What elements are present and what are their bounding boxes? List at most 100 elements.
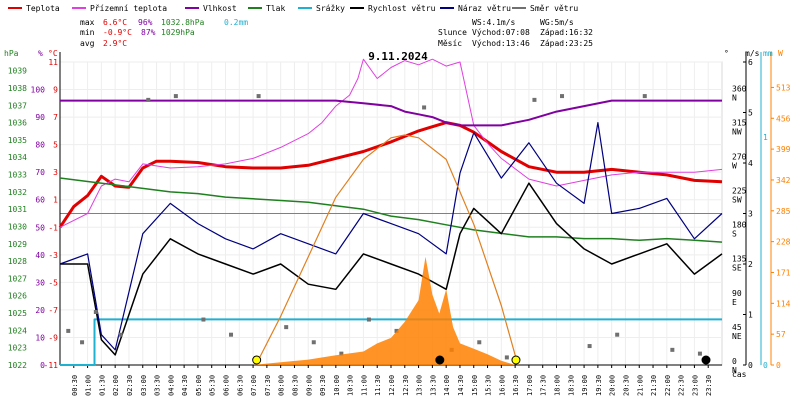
pressure-tick-label: 1032 — [8, 188, 27, 197]
stat-max-hum: 96% — [138, 18, 153, 27]
x-tick-label: 03:00 — [140, 375, 148, 396]
stat-max-rain: 0.2mm — [224, 18, 248, 27]
wind-dir-tick-label: 360 — [732, 84, 747, 93]
x-tick-label: 02:00 — [112, 375, 120, 396]
x-tick-label: 14:30 — [457, 375, 465, 396]
temperature-tick-label: 7 — [53, 113, 58, 122]
wind-dir-point — [284, 325, 289, 330]
x-tick-label: 18:00 — [554, 375, 562, 396]
pressure-tick-label: 1037 — [8, 101, 27, 110]
radiation-area — [253, 256, 516, 365]
radiation-tick-label: 513 — [776, 83, 791, 92]
radiation-tick-label: 171 — [776, 268, 791, 277]
wind-dir-point — [587, 344, 592, 349]
humidity-tick-label: 0 — [40, 361, 45, 370]
sun-set: Západ:16:32 — [540, 28, 593, 37]
x-tick-label: 22:30 — [678, 375, 686, 396]
wind-dir-point — [201, 317, 206, 322]
x-tick-label: 11:00 — [360, 375, 368, 396]
x-tick-label: 05:00 — [195, 375, 203, 396]
wind-dir-point — [532, 97, 537, 102]
wind-speed-tick-label: 6 — [748, 58, 753, 67]
x-tick-label: 22:00 — [664, 375, 672, 396]
humidity-tick-label: 100 — [31, 86, 46, 95]
wind-dir-tick-label: 180 — [732, 221, 747, 230]
pressure-tick-label: 1026 — [8, 292, 27, 301]
x-tick-label: 07:00 — [250, 375, 258, 396]
wind-dir-tick-label: E — [732, 298, 737, 307]
x-tick-label: 21:30 — [650, 375, 658, 396]
x-tick-label: 23:30 — [705, 375, 713, 396]
legend-label: Rychlost větru — [368, 4, 436, 13]
wind-dir-point — [80, 340, 85, 345]
radiation-tick-label: 399 — [776, 145, 791, 154]
moon-set: Západ:23:25 — [540, 39, 593, 48]
radiation-tick-label: 456 — [776, 114, 791, 123]
humidity-tick-label: 90 — [35, 113, 45, 122]
wind-dir-tick-label: 270 — [732, 152, 747, 161]
temperature-tick-label: -9 — [48, 333, 58, 342]
wind-dir-point — [615, 332, 620, 337]
x-tick-label: 01:30 — [98, 375, 106, 396]
x-tick-label: 09:00 — [305, 375, 313, 396]
wind-wg: WG:5m/s — [540, 18, 574, 27]
humidity-tick-label: 30 — [35, 278, 45, 287]
pressure-tick-label: 1039 — [8, 67, 27, 76]
pressure-tick-label: 1027 — [8, 274, 27, 283]
moonrise-marker — [435, 355, 445, 365]
wind-dir-tick-label: NW — [732, 127, 742, 136]
pressure-tick-label: 1023 — [8, 344, 27, 353]
wind-dir-point — [560, 94, 565, 99]
wind-dir-point — [394, 328, 399, 333]
unit-degc: °C — [48, 49, 58, 58]
wind-dir-point — [670, 347, 675, 352]
radiation-tick-label: 285 — [776, 207, 791, 216]
unit-mm: mm — [763, 49, 773, 58]
x-tick-label: 19:00 — [581, 375, 589, 396]
legend-label: Srážky — [316, 4, 345, 13]
wind-dir-point — [229, 332, 234, 337]
x-tick-label: 19:30 — [595, 375, 603, 396]
x-tick-label: 08:00 — [278, 375, 286, 396]
stat-max-press: 1032.8hPa — [161, 18, 205, 27]
temperature-tick-label: 1 — [53, 196, 58, 205]
plot-area — [58, 58, 723, 366]
wind-dir-tick-label: S — [732, 230, 737, 239]
radiation-tick-label: 0 — [776, 361, 781, 370]
moon-label: Měsíc — [438, 39, 462, 48]
humidity-tick-label: 70 — [35, 168, 45, 177]
wind-info: WS:4.1m/s WG:5m/s Slunce Východ:07:08 Zá… — [438, 18, 593, 48]
x-tick-label: 16:00 — [498, 375, 506, 396]
temperature-tick-label: -5 — [48, 278, 58, 287]
unit-pct: % — [38, 49, 43, 58]
wind-speed-tick-label: 1 — [748, 311, 753, 320]
humidity-tick-label: 40 — [35, 251, 45, 260]
stat-avg-temp: 2.9°C — [103, 39, 127, 48]
pressure-tick-label: 1029 — [8, 240, 27, 249]
unit-hpa: hPa — [4, 49, 19, 58]
temperature-tick-label: -1 — [48, 223, 58, 232]
wind-dir-tick-label: W — [732, 161, 737, 170]
stat-min-hum: 87% — [141, 28, 156, 37]
x-tick-label: 15:00 — [471, 375, 479, 396]
legend-label: Tlak — [266, 4, 285, 13]
x-tick-label: 20:00 — [609, 375, 617, 396]
sunset-marker — [511, 355, 521, 365]
wind-speed-tick-label: 2 — [748, 260, 753, 269]
humidity-tick-label: 60 — [35, 196, 45, 205]
x-tick-label: 06:00 — [223, 375, 231, 396]
sun-label: Slunce — [438, 28, 467, 37]
stat-max-label: max — [80, 18, 95, 27]
pressure-tick-label: 1028 — [8, 257, 27, 266]
wind-dir-tick-label: 0 — [732, 357, 737, 366]
wind-dir-tick-label: 45 — [732, 323, 742, 332]
stat-max-temp: 6.6°C — [103, 18, 127, 27]
temperature-tick-label: -7 — [48, 306, 58, 315]
wind-dir-point — [118, 332, 123, 337]
wind-dir-point — [339, 351, 344, 356]
stat-min-label: min — [80, 28, 95, 37]
humidity-tick-label: 50 — [35, 223, 45, 232]
legend-label: Teplota — [26, 4, 60, 13]
x-tick-label: 13:00 — [416, 375, 424, 396]
tlak-line — [59, 177, 723, 243]
